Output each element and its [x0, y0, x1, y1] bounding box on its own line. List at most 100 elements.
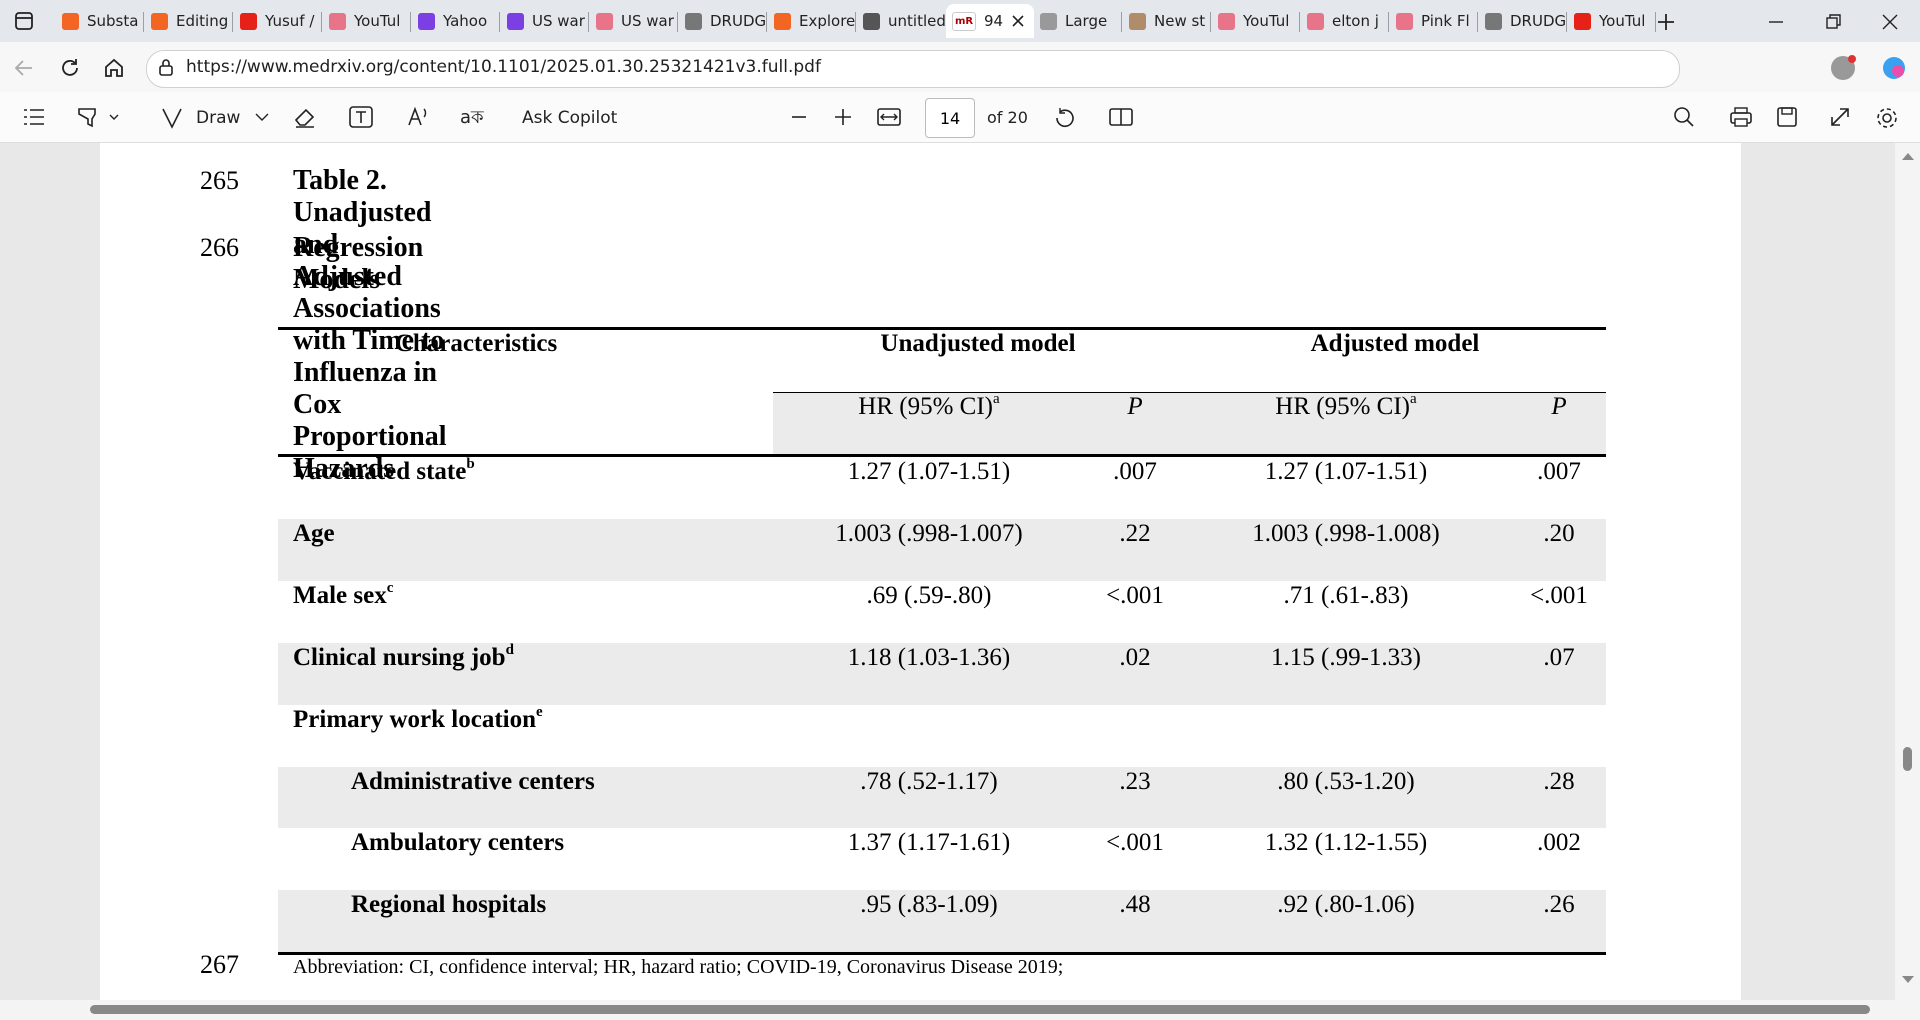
tab-icon — [507, 12, 524, 30]
tab-title: US war — [621, 12, 674, 30]
scroll-thumb[interactable] — [1903, 747, 1912, 771]
pdf-page — [100, 143, 1741, 1020]
profile[interactable] — [1828, 53, 1858, 83]
draw-label[interactable]: Draw — [196, 108, 241, 128]
table-cell: .28 — [1543, 767, 1575, 795]
table-cell: .22 — [1119, 519, 1151, 547]
zoom-out[interactable] — [786, 106, 812, 128]
scroll-thumb[interactable] — [90, 1005, 1870, 1014]
zoom-in[interactable] — [830, 104, 856, 130]
tab-icon — [1396, 12, 1413, 30]
site-info[interactable] — [156, 58, 176, 78]
tab-separator — [499, 12, 500, 32]
tab-title: Yusuf / — [265, 12, 315, 30]
tab-separator — [766, 12, 767, 32]
browser-tab[interactable]: YouTul — [1568, 4, 1657, 38]
row-shade — [278, 518, 1606, 581]
text-button[interactable] — [348, 105, 374, 129]
settings[interactable] — [1874, 105, 1900, 131]
table-cell: <.001 — [1530, 581, 1588, 609]
highlight-button[interactable] — [76, 105, 120, 129]
browser-tab[interactable]: YouTul — [1212, 4, 1301, 38]
table-cell: .92 (.80-1.06) — [1277, 891, 1415, 919]
url-text[interactable]: https://www.medrxiv.org/content/10.1101/… — [186, 57, 821, 77]
table-cell: <.001 — [1106, 581, 1164, 609]
contents-button[interactable] — [22, 106, 46, 128]
fullscreen[interactable] — [1828, 105, 1852, 129]
browser-tab[interactable]: New st — [1123, 4, 1212, 38]
fit-width[interactable] — [876, 105, 902, 129]
superscript: d — [505, 641, 514, 658]
tab-title: DRUDG — [710, 12, 767, 30]
new-tab[interactable] — [1655, 11, 1677, 33]
browser-tab[interactable]: mR 94 — [946, 4, 1034, 38]
page-view[interactable] — [1108, 105, 1134, 129]
tab-title: 94 — [984, 12, 1004, 30]
browser-tab[interactable]: Explore — [768, 4, 857, 38]
read-aloud[interactable] — [406, 105, 432, 129]
browser-tab[interactable]: Large — [1034, 4, 1123, 38]
copilot-button[interactable] — [1880, 54, 1908, 82]
horizontal-scrollbar[interactable] — [0, 1000, 1920, 1020]
restore[interactable] — [1823, 12, 1843, 32]
close-tab[interactable] — [1010, 13, 1026, 29]
erase-button[interactable] — [292, 105, 318, 129]
tab-title: elton j — [1332, 12, 1379, 30]
browser-tab[interactable]: Yusuf / — [234, 4, 323, 38]
draw-icon[interactable] — [160, 105, 184, 129]
tab-separator — [677, 12, 678, 32]
search[interactable] — [1672, 105, 1696, 129]
subheader-text: HR (95% CI) — [1275, 393, 1411, 420]
subheader-text: P — [1551, 393, 1567, 420]
tab-title: Editing — [176, 12, 229, 30]
copilot-label[interactable]: Ask Copilot — [522, 108, 618, 128]
browser-tab[interactable]: elton j — [1301, 4, 1390, 38]
print[interactable] — [1728, 105, 1754, 129]
refresh-button[interactable] — [58, 56, 82, 80]
browser-tab[interactable]: DRUDG — [1479, 4, 1568, 38]
scroll-down[interactable] — [1901, 975, 1915, 985]
browser-tab[interactable]: untitled — [857, 4, 946, 38]
browser-tab[interactable]: US war — [501, 4, 590, 38]
home-button[interactable] — [102, 56, 126, 80]
close-window[interactable] — [1880, 12, 1900, 32]
tab-icon — [1040, 12, 1057, 30]
browser-tab[interactable]: US war — [590, 4, 679, 38]
bottom-rule — [278, 952, 1606, 956]
vertical-scrollbar[interactable] — [1895, 143, 1920, 1005]
table-cell: .02 — [1119, 643, 1151, 671]
browser-tab[interactable]: Editing — [145, 4, 234, 38]
draw-dropdown[interactable] — [252, 106, 272, 126]
subheader-text: HR (95% CI) — [858, 393, 994, 420]
table-title: Regression Models — [293, 232, 424, 295]
table-cell: .20 — [1543, 519, 1575, 547]
rotate[interactable] — [1052, 105, 1078, 131]
save[interactable] — [1775, 105, 1799, 129]
tab-separator — [1655, 12, 1656, 32]
tab-title: Yahoo — [443, 12, 488, 30]
minimize[interactable] — [1766, 12, 1786, 32]
tab-icon — [418, 12, 435, 30]
tab-title: DRUDG — [1510, 12, 1567, 30]
browser-tab[interactable]: Pink Fl — [1390, 4, 1479, 38]
page-number[interactable]: 14 — [925, 98, 975, 138]
translate[interactable]: aক — [460, 105, 490, 129]
tab-separator — [588, 12, 589, 32]
subheader-text: P — [1127, 393, 1143, 420]
browser-tab[interactable]: DRUDG — [679, 4, 768, 38]
back-button[interactable] — [12, 56, 36, 80]
browser-tab[interactable]: YouTul — [323, 4, 412, 38]
superscript: e — [536, 703, 543, 720]
address-bar[interactable] — [146, 50, 1680, 88]
row-label-text: Age — [293, 519, 335, 547]
browser-tab[interactable]: Yahoo — [412, 4, 501, 38]
browser-tab[interactable]: Substa — [56, 4, 145, 38]
row-label-text: Clinical nursing job — [293, 643, 506, 671]
table-cell: .07 — [1543, 643, 1575, 671]
tab-actions[interactable] — [14, 11, 34, 31]
tab-separator — [1477, 12, 1478, 32]
tab-title: YouTul — [1243, 12, 1290, 30]
scroll-up[interactable] — [1901, 151, 1915, 161]
tab-title: Substa — [87, 12, 139, 30]
tab-icon — [151, 12, 168, 30]
